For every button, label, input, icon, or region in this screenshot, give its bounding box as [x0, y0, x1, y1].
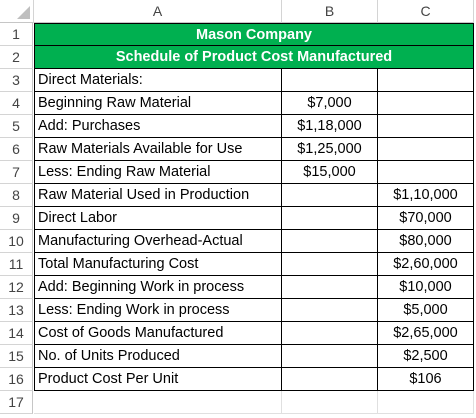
cell-b[interactable]: $15,000	[282, 161, 378, 184]
row-header[interactable]: 2	[0, 46, 33, 69]
cell-c[interactable]	[378, 115, 474, 138]
cell-b[interactable]	[282, 253, 378, 276]
cell-b[interactable]: $1,25,000	[282, 138, 378, 161]
cell-a[interactable]: Less: Ending Work in process	[34, 299, 282, 322]
company-title-cell[interactable]: Mason Company	[34, 23, 474, 46]
cell-b[interactable]	[282, 299, 378, 322]
row-header[interactable]: 3	[0, 69, 33, 92]
cell-b[interactable]: $1,18,000	[282, 115, 378, 138]
row-header[interactable]: 7	[0, 161, 33, 184]
row-header[interactable]: 13	[0, 299, 33, 322]
cell-b[interactable]	[282, 276, 378, 299]
cell-b[interactable]	[282, 230, 378, 253]
cell-a[interactable]: Raw Materials Available for Use	[34, 138, 282, 161]
cell-a[interactable]: No. of Units Produced	[34, 345, 282, 368]
row-header[interactable]: 4	[0, 92, 33, 115]
cell-a[interactable]: Product Cost Per Unit	[34, 368, 282, 391]
row-header[interactable]: 17	[0, 391, 33, 414]
cell-b[interactable]	[282, 184, 378, 207]
column-header-c[interactable]: C	[378, 0, 474, 23]
row-header[interactable]: 5	[0, 115, 33, 138]
cell-a[interactable]: Direct Materials:	[34, 69, 282, 92]
cell-b[interactable]	[282, 322, 378, 345]
cell-b[interactable]	[282, 368, 378, 391]
row-header[interactable]: 14	[0, 322, 33, 345]
cell-c[interactable]: $2,60,000	[378, 253, 474, 276]
cell-c[interactable]: $70,000	[378, 207, 474, 230]
cell-a[interactable]: Direct Labor	[34, 207, 282, 230]
schedule-title-cell[interactable]: Schedule of Product Cost Manufactured	[34, 46, 474, 69]
cell-b[interactable]	[282, 69, 378, 92]
empty-cell[interactable]	[282, 391, 378, 414]
cell-c[interactable]: $80,000	[378, 230, 474, 253]
select-all-corner[interactable]	[0, 0, 34, 23]
cell-c[interactable]: $5,000	[378, 299, 474, 322]
cell-b[interactable]	[282, 345, 378, 368]
row-header[interactable]: 8	[0, 184, 33, 207]
cell-c[interactable]: $2,65,000	[378, 322, 474, 345]
cell-a[interactable]: Raw Material Used in Production	[34, 184, 282, 207]
cell-a[interactable]: Less: Ending Raw Material	[34, 161, 282, 184]
cell-c[interactable]	[378, 138, 474, 161]
cell-a[interactable]: Add: Beginning Work in process	[34, 276, 282, 299]
row-header[interactable]: 11	[0, 253, 33, 276]
row-header[interactable]: 1	[0, 23, 33, 46]
cell-a[interactable]: Manufacturing Overhead-Actual	[34, 230, 282, 253]
cell-a[interactable]: Beginning Raw Material	[34, 92, 282, 115]
cell-a[interactable]: Add: Purchases	[34, 115, 282, 138]
empty-cell[interactable]	[378, 391, 474, 414]
row-header[interactable]: 6	[0, 138, 33, 161]
row-header[interactable]: 16	[0, 368, 33, 391]
row-header[interactable]: 15	[0, 345, 33, 368]
select-all-triangle-icon	[17, 6, 30, 19]
column-header-a[interactable]: A	[34, 0, 282, 23]
cell-c[interactable]	[378, 161, 474, 184]
cell-c[interactable]: $10,000	[378, 276, 474, 299]
cell-b[interactable]	[282, 207, 378, 230]
cell-c[interactable]: $1,10,000	[378, 184, 474, 207]
column-header-bar: A B C	[0, 0, 476, 23]
row-header[interactable]: 10	[0, 230, 33, 253]
cell-c[interactable]: $2,500	[378, 345, 474, 368]
cell-c[interactable]	[378, 69, 474, 92]
row-header[interactable]: 9	[0, 207, 33, 230]
cell-b[interactable]: $7,000	[282, 92, 378, 115]
empty-cell[interactable]	[34, 391, 282, 414]
column-header-b[interactable]: B	[282, 0, 378, 23]
cell-a[interactable]: Cost of Goods Manufactured	[34, 322, 282, 345]
cell-a[interactable]: Total Manufacturing Cost	[34, 253, 282, 276]
cell-c[interactable]: $106	[378, 368, 474, 391]
row-header[interactable]: 12	[0, 276, 33, 299]
cell-c[interactable]	[378, 92, 474, 115]
